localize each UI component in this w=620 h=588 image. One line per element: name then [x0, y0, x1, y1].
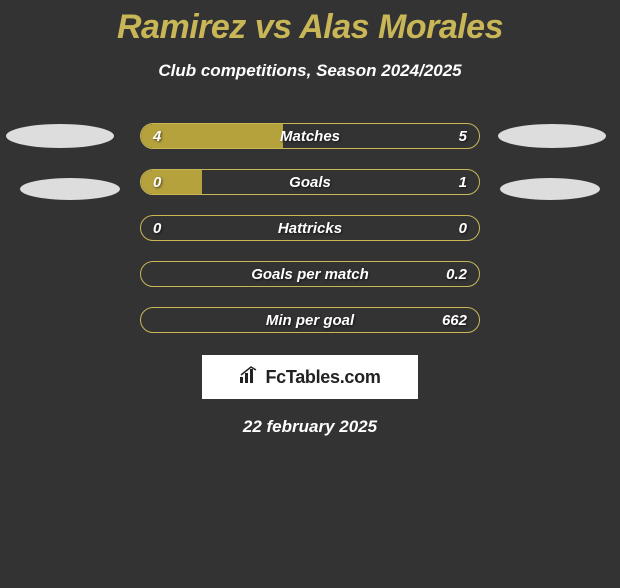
chart-icon [239, 366, 261, 389]
stat-row: Goals per match0.2 [140, 261, 480, 287]
subtitle: Club competitions, Season 2024/2025 [0, 61, 620, 81]
stat-row: Min per goal662 [140, 307, 480, 333]
stat-value-right: 1 [459, 174, 467, 191]
stat-value-right: 0 [459, 220, 467, 237]
avatar-placeholder [498, 124, 606, 148]
stat-row: 0Goals1 [140, 169, 480, 195]
stat-label: Min per goal [141, 312, 479, 329]
stat-label: Goals [141, 174, 479, 191]
logo-text: FcTables.com [265, 367, 380, 388]
stat-label: Hattricks [141, 220, 479, 237]
stat-value-right: 0.2 [446, 266, 467, 283]
stat-label: Matches [141, 128, 479, 145]
avatar-placeholder [6, 124, 114, 148]
stat-label: Goals per match [141, 266, 479, 283]
page-title: Ramirez vs Alas Morales [0, 8, 620, 47]
avatar-placeholder [500, 178, 600, 200]
stat-row: 4Matches5 [140, 123, 480, 149]
stats-container: 4Matches50Goals10Hattricks0Goals per mat… [0, 123, 620, 333]
logo-box[interactable]: FcTables.com [202, 355, 418, 399]
stat-value-right: 662 [442, 312, 467, 329]
stat-value-right: 5 [459, 128, 467, 145]
date-text: 22 february 2025 [0, 417, 620, 437]
avatar-placeholder [20, 178, 120, 200]
stat-row: 0Hattricks0 [140, 215, 480, 241]
